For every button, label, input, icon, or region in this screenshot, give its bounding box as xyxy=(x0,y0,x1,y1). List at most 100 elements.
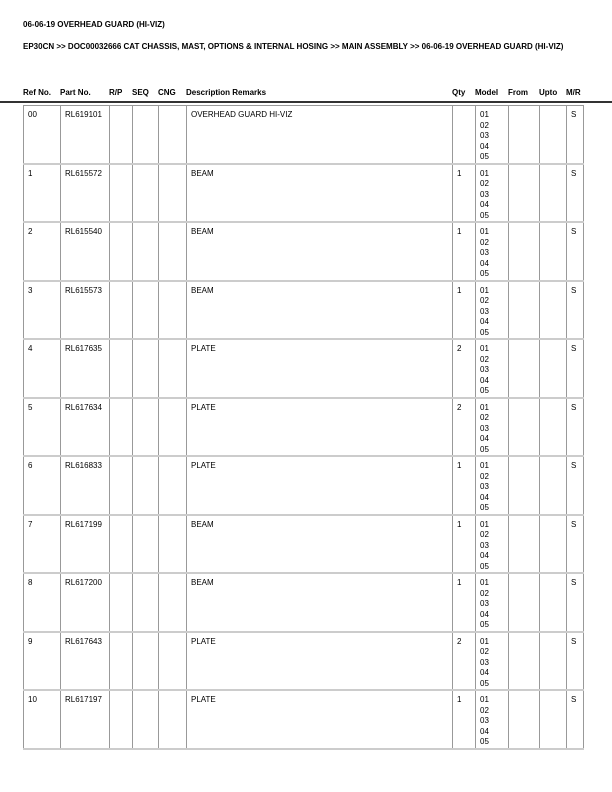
model-cell: 01 02 03 04 05 xyxy=(475,455,509,515)
model-code: 04 xyxy=(480,141,489,151)
qty-cell xyxy=(452,105,476,164)
ref-cell: 6 xyxy=(23,455,61,515)
model-code: 03 xyxy=(480,482,489,491)
part-no-cell: RL617643 xyxy=(60,631,110,691)
description-cell: PLATE xyxy=(186,455,453,515)
seq-cell xyxy=(132,280,159,340)
model-code: 03 xyxy=(480,131,489,140)
seq-cell xyxy=(132,338,159,398)
model-code: 02 xyxy=(480,354,489,364)
part-no-cell: RL617199 xyxy=(60,514,110,574)
model-cell: 01 02 03 04 05 xyxy=(475,397,509,457)
rp-cell xyxy=(109,631,133,691)
qty-cell: 1 xyxy=(452,514,476,574)
upto-cell xyxy=(539,163,567,223)
mr-cell: S xyxy=(566,514,584,574)
table-row: 3 RL615573 BEAM 1 01 02 03 04 05 S xyxy=(23,280,584,340)
part-no-cell: RL617200 xyxy=(60,572,110,632)
table-row: 6 RL616833 PLATE 1 01 02 03 04 05 S xyxy=(23,455,584,515)
qty-cell: 1 xyxy=(452,689,476,749)
seq-cell xyxy=(132,631,159,691)
rp-cell xyxy=(109,572,133,632)
model-code: 05 xyxy=(480,210,489,220)
model-code: 03 xyxy=(480,306,489,316)
upto-cell xyxy=(539,572,567,632)
part-no-cell: RL616833 xyxy=(60,455,110,515)
model-code: 05 xyxy=(480,737,489,746)
upto-cell xyxy=(539,280,567,340)
part-no-cell: RL617634 xyxy=(60,397,110,457)
header-ref: Ref No. xyxy=(23,88,51,97)
model-code: 01 xyxy=(480,402,489,412)
from-cell xyxy=(508,689,540,749)
from-cell xyxy=(508,572,540,632)
model-code: 05 xyxy=(480,620,489,629)
mr-cell: S xyxy=(566,105,584,164)
description-cell: PLATE xyxy=(186,631,453,691)
model-code: 01 xyxy=(480,285,489,295)
qty-cell: 2 xyxy=(452,338,476,398)
model-code: 05 xyxy=(480,503,489,512)
from-cell xyxy=(508,397,540,457)
model-code: 03 xyxy=(480,657,489,667)
ref-cell: 5 xyxy=(23,397,61,457)
table-row: 1 RL615572 BEAM 1 01 02 03 04 05 S xyxy=(23,163,584,223)
model-code: 01 xyxy=(480,578,489,587)
model-cell: 01 02 03 04 05 xyxy=(475,163,509,223)
seq-cell xyxy=(132,455,159,515)
cng-cell xyxy=(158,455,187,515)
part-no-cell: RL615540 xyxy=(60,221,110,281)
model-cell: 01 02 03 04 05 xyxy=(475,338,509,398)
header-rp: R/P xyxy=(109,88,123,97)
rp-cell xyxy=(109,397,133,457)
rp-cell xyxy=(109,689,133,749)
table-row: 7 RL617199 BEAM 1 01 02 03 04 05 S xyxy=(23,514,584,574)
from-cell xyxy=(508,631,540,691)
parts-table: 00 RL619101 OVERHEAD GUARD HI-VIZ 01 02 03 04 0… xyxy=(23,105,584,750)
model-code: 04 xyxy=(480,609,489,619)
cng-cell xyxy=(158,280,187,340)
model-code: 02 xyxy=(480,413,489,422)
from-cell xyxy=(508,455,540,515)
table-row: 5 RL617634 PLATE 2 01 02 03 04 05 S xyxy=(23,397,584,457)
from-cell xyxy=(508,514,540,574)
ref-cell: 7 xyxy=(23,514,61,574)
ref-cell: 9 xyxy=(23,631,61,691)
model-code: 01 xyxy=(480,461,489,470)
table-row: 10 RL617197 PLATE 1 01 02 03 04 05 S xyxy=(23,689,584,749)
model-code: 03 xyxy=(480,599,489,608)
seq-cell xyxy=(132,397,159,457)
part-no-cell: RL617635 xyxy=(60,338,110,398)
model-code: 04 xyxy=(480,200,489,209)
ref-cell: 4 xyxy=(23,338,61,398)
cng-cell xyxy=(158,572,187,632)
header-divider xyxy=(0,101,612,103)
cng-cell xyxy=(158,338,187,398)
part-no-cell: RL615573 xyxy=(60,280,110,340)
cng-cell xyxy=(158,163,187,223)
rp-cell xyxy=(109,221,133,281)
rp-cell xyxy=(109,338,133,398)
mr-cell: S xyxy=(566,221,584,281)
upto-cell xyxy=(539,221,567,281)
model-code: 02 xyxy=(480,705,489,715)
model-code: 04 xyxy=(480,375,489,385)
model-cell: 01 02 03 04 05 xyxy=(475,572,509,632)
cng-cell xyxy=(158,105,187,164)
ref-cell: 3 xyxy=(23,280,61,340)
description-cell: PLATE xyxy=(186,397,453,457)
model-code: 05 xyxy=(480,386,489,395)
mr-cell: S xyxy=(566,689,584,749)
model-code: 04 xyxy=(480,668,489,677)
seq-cell xyxy=(132,689,159,749)
part-no-cell: RL615572 xyxy=(60,163,110,223)
header-mr: M/R xyxy=(566,88,581,97)
header-upto: Upto xyxy=(539,88,558,97)
header-seq: SEQ xyxy=(132,88,149,97)
from-cell xyxy=(508,221,540,281)
upto-cell xyxy=(539,105,567,164)
model-code: 04 xyxy=(480,492,489,502)
from-cell xyxy=(508,163,540,223)
header-model: Model xyxy=(475,88,499,97)
model-code: 05 xyxy=(480,444,489,454)
